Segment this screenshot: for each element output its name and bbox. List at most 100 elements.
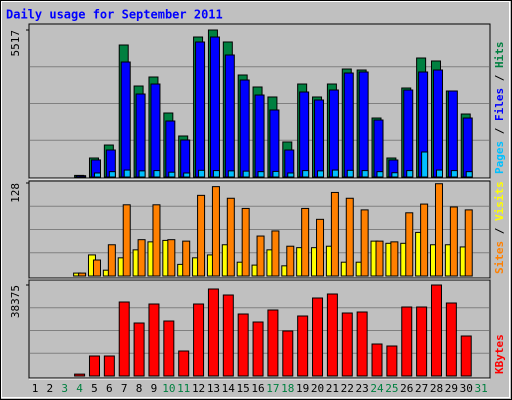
- x-tick-label: 4: [76, 382, 83, 395]
- bar: [331, 169, 339, 178]
- bar: [386, 345, 398, 377]
- bar: [450, 170, 458, 178]
- bar: [356, 311, 368, 377]
- bar: [462, 117, 473, 178]
- bar: [222, 294, 234, 377]
- x-tick-label: 2: [47, 382, 54, 395]
- x-tick-label: 14: [222, 382, 236, 395]
- bar: [207, 288, 219, 377]
- bar: [224, 54, 235, 178]
- bar: [391, 172, 399, 178]
- y-tick-label: 5517: [9, 30, 22, 57]
- bar: [133, 322, 145, 377]
- x-tick-label: 31: [474, 382, 487, 395]
- x-tick-label: 3: [61, 382, 68, 395]
- bar: [316, 218, 325, 277]
- x-tick-label: 26: [400, 382, 413, 395]
- legend: KBytes: [493, 334, 506, 374]
- bar: [183, 172, 191, 178]
- bar: [287, 172, 295, 178]
- bar: [197, 194, 206, 277]
- bar: [371, 343, 383, 377]
- bar: [163, 320, 175, 377]
- bar: [435, 169, 443, 178]
- bar: [432, 69, 443, 178]
- bar: [257, 171, 265, 178]
- legend-separator: /: [493, 221, 506, 241]
- x-tick-label: 24: [370, 382, 384, 395]
- x-tick-label: 10: [162, 382, 175, 395]
- bar: [282, 330, 294, 377]
- bar: [148, 303, 160, 377]
- bar: [406, 170, 414, 178]
- bar: [449, 206, 458, 277]
- legend-separator: /: [493, 68, 506, 88]
- bar: [153, 170, 161, 178]
- x-tick-label: 28: [430, 382, 443, 395]
- bar: [361, 170, 369, 178]
- x-tick-label: 1: [32, 382, 39, 395]
- y-tick-label: 38375: [9, 285, 22, 318]
- bar: [345, 197, 354, 277]
- bar: [211, 186, 220, 277]
- bar: [330, 191, 339, 277]
- bar: [269, 109, 280, 178]
- x-tick-label: 21: [326, 382, 339, 395]
- bar: [301, 207, 310, 277]
- x-tick-label: 27: [415, 382, 428, 395]
- x-tick-label: 18: [281, 382, 294, 395]
- bar: [88, 355, 100, 377]
- bar: [267, 309, 279, 377]
- bar: [193, 303, 205, 377]
- x-tick-label: 17: [266, 382, 279, 395]
- x-tick-label: 15: [237, 382, 250, 395]
- bar: [239, 79, 250, 178]
- bar: [168, 171, 176, 178]
- bar: [135, 93, 146, 178]
- bar: [180, 139, 191, 178]
- bar: [108, 171, 116, 178]
- bar: [272, 170, 280, 178]
- bar: [252, 321, 264, 377]
- bar: [226, 197, 235, 277]
- x-tick-label: 19: [296, 382, 309, 395]
- x-tick-label: 30: [460, 382, 473, 395]
- bar: [195, 41, 206, 178]
- x-tick-label: 5: [91, 382, 98, 395]
- bar: [464, 209, 473, 277]
- bar: [421, 151, 429, 178]
- bar: [152, 204, 161, 277]
- bar: [92, 259, 101, 277]
- bar: [326, 293, 338, 377]
- bar: [373, 119, 384, 178]
- bar: [78, 272, 87, 277]
- bar: [416, 306, 428, 377]
- x-tick-label: 16: [251, 382, 264, 395]
- x-tick-label: 25: [385, 382, 398, 395]
- bar: [460, 335, 472, 377]
- bar: [122, 204, 131, 277]
- bar: [430, 284, 442, 377]
- x-tick-label: 7: [121, 382, 128, 395]
- bar: [212, 170, 220, 178]
- legend-entry: Pages: [493, 141, 506, 174]
- bar: [445, 302, 457, 377]
- bar: [403, 89, 414, 178]
- bar: [360, 209, 369, 277]
- bar: [241, 207, 250, 277]
- bar: [420, 203, 429, 277]
- bar: [465, 171, 473, 178]
- legend: Sites / Visits: [493, 181, 506, 274]
- y-tick-label: 128: [9, 183, 22, 203]
- bar: [302, 170, 310, 178]
- bar: [297, 315, 309, 377]
- bar: [150, 83, 161, 178]
- bar: [198, 169, 206, 178]
- bar: [123, 169, 131, 178]
- bar: [167, 239, 176, 277]
- bar: [178, 350, 190, 377]
- bar: [346, 169, 354, 178]
- x-tick-label: 20: [311, 382, 324, 395]
